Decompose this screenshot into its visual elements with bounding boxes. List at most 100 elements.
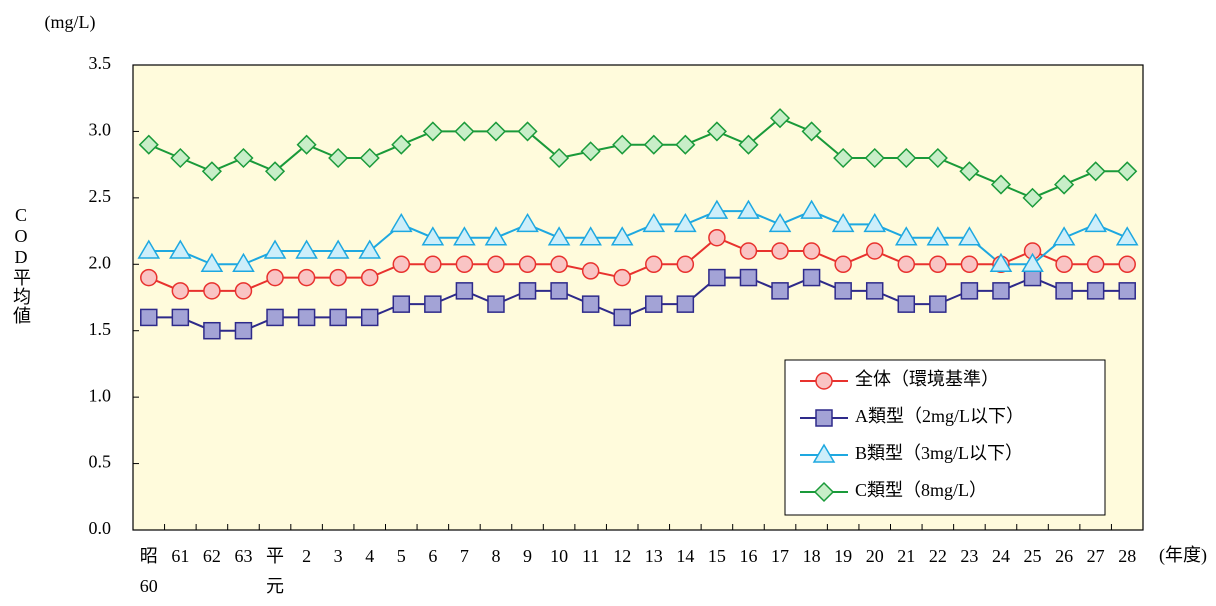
marker [739,242,758,260]
marker [1022,187,1043,208]
marker [518,282,537,300]
marker [676,255,695,274]
marker [834,255,852,274]
marker [547,226,571,246]
marker [896,147,917,169]
marker [266,268,284,287]
x-tick-label: 13 [644,546,663,566]
x-tick-label: 17 [771,546,790,566]
marker [706,121,727,142]
marker [865,242,884,260]
x-tick-label: 6 [428,546,438,566]
marker [233,147,254,169]
y-axis-label: COD平均値 [11,205,31,325]
marker [800,199,823,219]
x-tick-label: 28 [1118,546,1137,566]
marker [487,295,505,313]
x-tick-label: 8 [491,546,501,566]
marker [171,308,190,327]
marker [424,255,442,274]
marker [989,252,1013,273]
x-tick-label: 61 [171,546,190,566]
marker [612,134,633,155]
marker [201,161,222,182]
marker [422,121,443,142]
y-tick-label: 0.5 [89,452,112,472]
y-tick-label: 3.0 [89,120,112,140]
x-tick-label: 62 [202,546,221,566]
marker [771,282,789,300]
unit-label: (mg/L) [45,12,96,33]
marker [581,262,600,280]
marker [297,308,316,327]
marker [769,108,791,129]
marker [580,141,601,162]
marker [203,321,221,340]
marker [645,295,663,313]
marker [360,268,379,287]
marker [263,239,287,259]
marker [171,282,190,300]
marker [424,295,442,313]
x-unit-label: (年度) [1159,545,1207,565]
marker [815,372,833,390]
y-tick-label: 2.5 [89,186,112,206]
marker [1021,252,1044,273]
x-tick-label: 22 [928,546,947,566]
marker [865,282,884,300]
marker [1086,282,1105,300]
marker [813,481,835,503]
marker [392,255,411,274]
x-tick-label: 26 [1055,546,1074,566]
y-tick-label: 2.0 [89,252,112,272]
marker [1054,174,1075,195]
x-tick-label: 14 [676,546,695,566]
marker [455,282,474,300]
marker [1055,255,1073,274]
marker [234,282,253,300]
marker [297,268,316,287]
marker [138,134,159,155]
marker [579,226,602,246]
marker [484,226,508,246]
marker [516,212,539,233]
marker [738,134,759,155]
marker [897,295,916,313]
x-tick-label: 16 [739,546,758,566]
marker [360,308,379,327]
marker [960,255,979,274]
marker [389,212,413,233]
marker [1052,226,1076,246]
marker [834,282,852,300]
marker [170,147,191,169]
x-tick-label: 9 [523,546,533,566]
marker [455,255,474,274]
marker [676,295,695,313]
marker [358,239,382,259]
marker [815,409,833,427]
marker [897,255,916,274]
x-tick-label: 15 [707,546,726,566]
x-tick-label: 平 元 [266,546,285,596]
x-tick-label: 昭 60 [139,546,158,596]
legend-label: A類型（2mg/L以下） [855,406,1024,426]
marker [1086,255,1105,274]
marker [864,147,885,169]
marker [959,161,980,182]
legend-label: B類型（3mg/L以下） [855,443,1023,463]
x-tick-label: 19 [834,546,853,566]
marker [266,308,284,327]
y-tick-label: 0.0 [89,518,112,538]
marker [737,199,760,219]
marker [264,161,286,182]
marker [328,147,349,169]
marker [771,242,789,260]
marker [927,147,948,169]
marker [140,268,158,287]
marker [392,295,411,313]
marker [894,226,918,246]
marker [708,268,726,287]
marker [1084,212,1107,233]
marker [831,212,855,233]
